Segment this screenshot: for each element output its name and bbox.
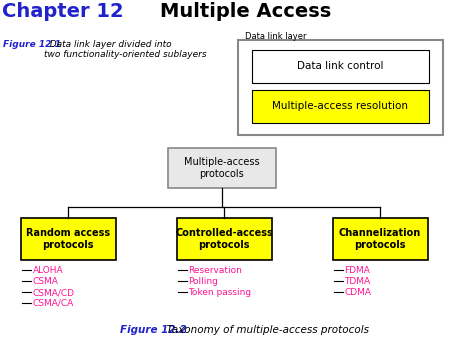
Text: Data link layer: Data link layer — [245, 32, 306, 41]
Text: Polling: Polling — [189, 277, 218, 286]
Text: Data link layer divided into
two functionality-oriented sublayers: Data link layer divided into two functio… — [44, 40, 207, 59]
Text: Token passing: Token passing — [189, 288, 252, 297]
Text: Data link control: Data link control — [297, 61, 383, 71]
FancyBboxPatch shape — [168, 148, 276, 188]
Text: Reservation: Reservation — [189, 266, 243, 275]
Text: Figure 12.1: Figure 12.1 — [3, 40, 61, 49]
Text: Controlled-access
protocols: Controlled-access protocols — [175, 228, 273, 250]
Text: Channelization
protocols: Channelization protocols — [339, 228, 421, 250]
FancyBboxPatch shape — [252, 50, 429, 83]
Text: Chapter 12: Chapter 12 — [2, 2, 124, 21]
Text: Multiple Access: Multiple Access — [160, 2, 331, 21]
Text: CSMA: CSMA — [32, 277, 58, 286]
FancyBboxPatch shape — [238, 40, 443, 135]
Text: Multiple-access resolution: Multiple-access resolution — [272, 101, 408, 111]
Text: CSMA/CD: CSMA/CD — [32, 288, 75, 297]
FancyBboxPatch shape — [252, 90, 429, 123]
Text: Random access
protocols: Random access protocols — [26, 228, 110, 250]
Text: TDMA: TDMA — [345, 277, 371, 286]
Text: CDMA: CDMA — [345, 288, 372, 297]
FancyBboxPatch shape — [176, 218, 271, 260]
Text: Figure 12.2: Figure 12.2 — [120, 325, 187, 335]
FancyBboxPatch shape — [333, 218, 428, 260]
Text: Multiple-access
protocols: Multiple-access protocols — [184, 157, 260, 179]
FancyBboxPatch shape — [21, 218, 116, 260]
Text: Taxonomy of multiple-access protocols: Taxonomy of multiple-access protocols — [160, 325, 369, 335]
Text: CSMA/CA: CSMA/CA — [32, 299, 74, 308]
Text: FDMA: FDMA — [345, 266, 370, 275]
Text: ALOHA: ALOHA — [32, 266, 63, 275]
